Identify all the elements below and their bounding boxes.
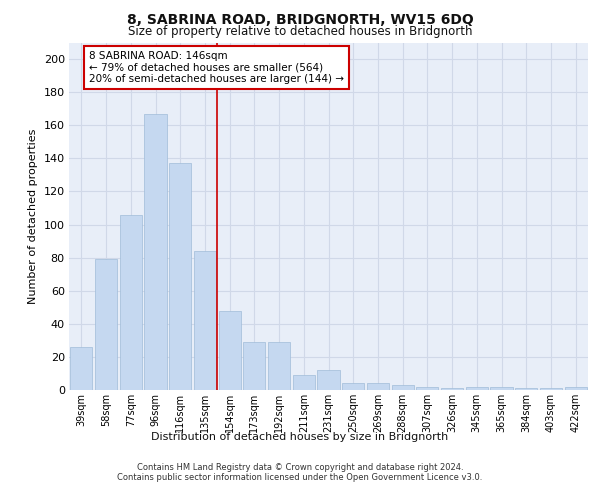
- Bar: [95, 260, 117, 390]
- Bar: [342, 384, 364, 390]
- Bar: [145, 114, 167, 390]
- Text: 8 SABRINA ROAD: 146sqm
← 79% of detached houses are smaller (564)
20% of semi-de: 8 SABRINA ROAD: 146sqm ← 79% of detached…: [89, 51, 344, 84]
- Bar: [441, 388, 463, 390]
- Text: Contains public sector information licensed under the Open Government Licence v3: Contains public sector information licen…: [118, 474, 482, 482]
- Bar: [490, 386, 512, 390]
- Bar: [268, 342, 290, 390]
- Text: Distribution of detached houses by size in Bridgnorth: Distribution of detached houses by size …: [151, 432, 449, 442]
- Bar: [119, 214, 142, 390]
- Bar: [367, 384, 389, 390]
- Text: Size of property relative to detached houses in Bridgnorth: Size of property relative to detached ho…: [128, 25, 472, 38]
- Bar: [243, 342, 265, 390]
- Bar: [194, 251, 216, 390]
- Bar: [515, 388, 538, 390]
- Bar: [416, 386, 439, 390]
- Text: 8, SABRINA ROAD, BRIDGNORTH, WV15 6DQ: 8, SABRINA ROAD, BRIDGNORTH, WV15 6DQ: [127, 12, 473, 26]
- Bar: [218, 310, 241, 390]
- Bar: [317, 370, 340, 390]
- Bar: [392, 385, 414, 390]
- Y-axis label: Number of detached properties: Number of detached properties: [28, 128, 38, 304]
- Bar: [466, 386, 488, 390]
- Bar: [540, 388, 562, 390]
- Bar: [293, 375, 315, 390]
- Bar: [169, 164, 191, 390]
- Bar: [565, 386, 587, 390]
- Text: Contains HM Land Registry data © Crown copyright and database right 2024.: Contains HM Land Registry data © Crown c…: [137, 464, 463, 472]
- Bar: [70, 347, 92, 390]
